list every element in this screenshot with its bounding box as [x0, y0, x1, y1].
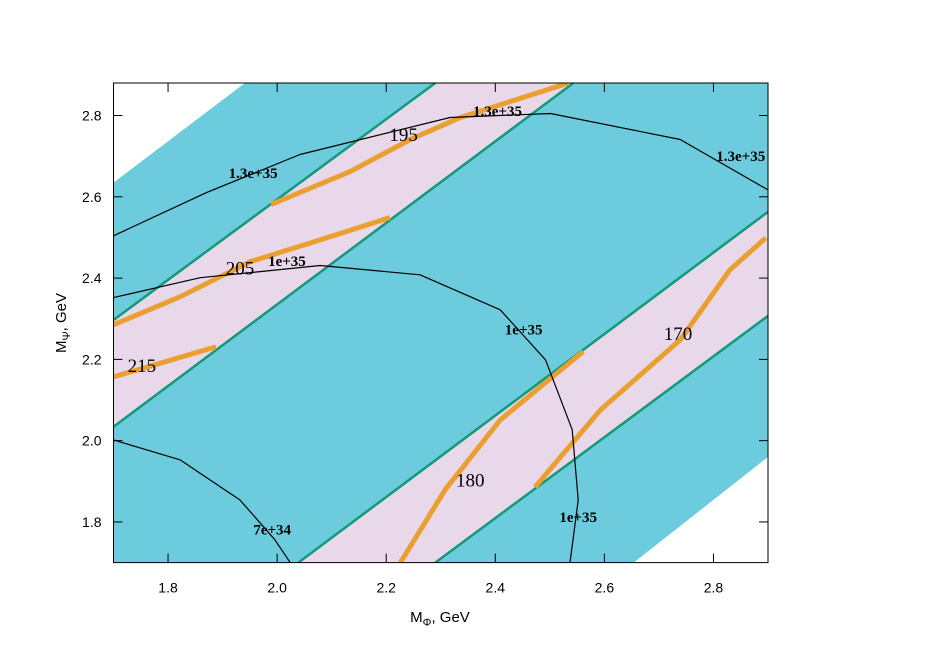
contour-label: 7e+34: [253, 522, 291, 538]
orange-curve: [270, 83, 570, 207]
y-axis-label: MΨ, GeV: [53, 293, 73, 353]
x-tick-label: 2.2: [376, 580, 396, 596]
curve-label: 205: [226, 258, 255, 279]
contour-line: [113, 439, 291, 563]
curve-label: 170: [664, 324, 693, 345]
contour-label: 1e+35: [505, 322, 543, 338]
x-tick-label: 2.6: [595, 580, 615, 596]
curve-label: 180: [456, 470, 485, 491]
y-tick-label: 2.8: [82, 108, 102, 124]
axes: 1.8 2.0 2.2 2.4 2.6 2.8 1.8 2.0 2.2 2.4 2.6 2.8: [82, 82, 769, 596]
y-tick-label: 2.0: [82, 433, 102, 449]
curve-label: 215: [128, 356, 157, 377]
x-axis-label: MΦ, GeV: [410, 609, 470, 629]
orange-curve: [533, 236, 768, 489]
curve-label: 195: [389, 125, 418, 146]
boundary-line: [434, 314, 768, 563]
x-tick-label: 2.8: [704, 580, 724, 596]
x-tick-label: 2.4: [486, 580, 506, 596]
x-tick-label: 2.0: [267, 580, 287, 596]
contour-label: 1e+35: [559, 510, 597, 526]
boundary-line: [297, 210, 768, 563]
x-tick-label: 1.8: [158, 580, 178, 596]
plot-frame: [113, 82, 769, 564]
boundary-line: [113, 83, 575, 428]
contour-line: [113, 264, 579, 563]
contour-label: 1e+35: [268, 254, 306, 270]
y-tick-label: 2.4: [82, 270, 102, 286]
contour-label: 1.3e+35: [716, 149, 765, 165]
y-tick-label: 1.8: [82, 514, 102, 530]
orange-curve: [398, 349, 585, 563]
orange-curve: [113, 344, 217, 380]
plot-area: 195 205 215 180 170 1.3e+35 1.3e+35 1.3e+35 1e+3…: [113, 83, 768, 563]
contour-line: [113, 112, 768, 237]
y-tick-label: 2.2: [82, 351, 102, 367]
contour-label: 1.3e+35: [229, 166, 278, 182]
contour-label: 1.3e+35: [473, 104, 522, 120]
orange-curve: [113, 215, 391, 328]
y-tick-label: 2.6: [82, 189, 102, 205]
